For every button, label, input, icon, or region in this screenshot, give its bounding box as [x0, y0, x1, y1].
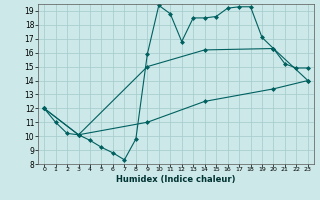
X-axis label: Humidex (Indice chaleur): Humidex (Indice chaleur) [116, 175, 236, 184]
